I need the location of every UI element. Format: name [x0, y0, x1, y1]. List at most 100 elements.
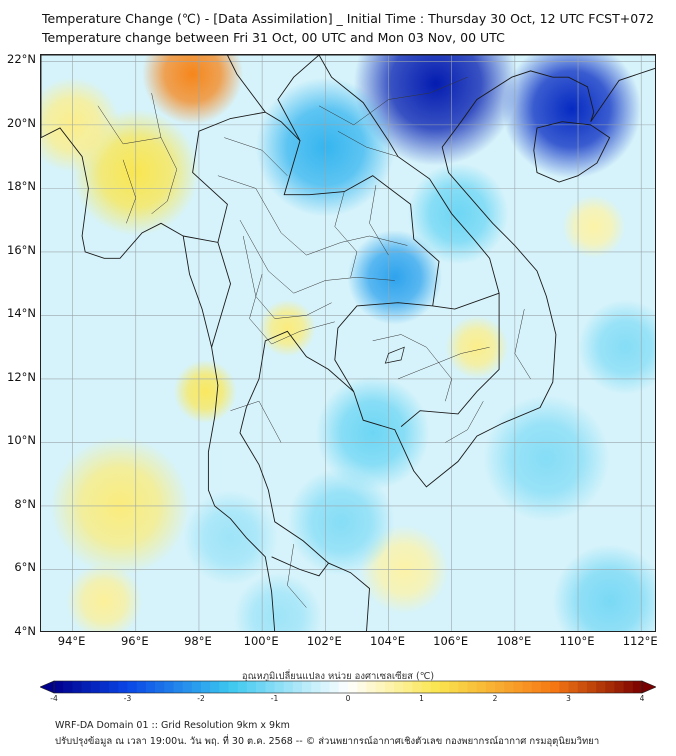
colorbar-segment [384, 681, 395, 693]
colorbar-segment [348, 681, 358, 693]
colorbar-segment [366, 681, 376, 693]
field-blob [287, 468, 395, 576]
province-borders [97, 76, 531, 608]
longitude-tick-label: 96°E [120, 634, 149, 648]
footer-credit: ปรับปรุงข้อมูล ณ เวลา 19:00น. วัน พฤ. ที… [55, 736, 600, 747]
colorbar-segment [219, 681, 229, 693]
province-border [397, 346, 490, 380]
country-border [211, 242, 231, 348]
colorbar-segment [311, 681, 321, 693]
colorbar-tick-label: -2 [197, 694, 205, 703]
colorbar-segment [357, 681, 367, 693]
colorbar-tick-label: -3 [123, 694, 132, 703]
colorbar-segment [393, 681, 404, 693]
province-border [372, 334, 452, 402]
colorbar-segment [72, 681, 82, 693]
field-blob [258, 299, 316, 357]
province-border [287, 544, 307, 608]
colorbar-max-arrow [641, 680, 656, 694]
field-blob [562, 194, 626, 259]
colorbar-segment [458, 681, 468, 693]
colorbar-segment [577, 681, 588, 693]
colorbar-tick-label: 0 [345, 694, 351, 703]
colorbar-tick-label: 1 [419, 694, 424, 703]
field-blob [407, 163, 509, 265]
colorbar-segment [173, 681, 184, 693]
colorbar-segment [182, 681, 193, 693]
colorbar-segment [467, 681, 478, 693]
field-blob [315, 376, 430, 490]
map-panel [40, 54, 656, 632]
colorbar-segment [246, 681, 257, 693]
field-blob [347, 229, 443, 325]
province-border [224, 137, 288, 176]
colorbar-segment [329, 681, 340, 693]
colorbar-segment [201, 681, 211, 693]
colorbar-segment [127, 681, 138, 693]
field-blob [66, 563, 143, 631]
colorbar-segment [513, 681, 523, 693]
map-subtitle: Temperature change between Fri 31 Oct, 0… [42, 30, 505, 45]
colorbar-tick-label: -1 [270, 694, 279, 703]
country-border [334, 302, 433, 392]
coastline [41, 55, 655, 631]
colorbar-segment [421, 681, 432, 693]
longitude-tick-label: 102°E [306, 634, 342, 648]
field-blob [502, 55, 642, 179]
longitude-tick-label: 112°E [622, 634, 658, 648]
graticule [41, 55, 655, 631]
latitude-tick-label: 12°N [7, 369, 36, 384]
field-blob [578, 299, 655, 395]
colorbar-segment [559, 681, 569, 693]
field-blob [142, 55, 244, 125]
colorbar-segment [256, 681, 266, 693]
province-border [230, 400, 282, 443]
colorbar-tick-label: 4 [639, 694, 645, 703]
colorbar-segment [274, 681, 285, 693]
country-border [318, 55, 500, 427]
colorbar-segment [320, 681, 331, 693]
footer-model-info: WRF-DA Domain 01 :: Grid Resolution 9km … [55, 720, 290, 731]
country-border [432, 292, 500, 310]
province-border [514, 309, 531, 380]
colorbar-segment [495, 681, 505, 693]
map-title: Temperature Change (℃) - [Data Assimilat… [42, 11, 655, 26]
colorbar-segment [228, 681, 239, 693]
latitude-tick-label: 16°N [7, 242, 36, 257]
latitude-tick-label: 20°N [7, 115, 36, 130]
longitude-tick-label: 104°E [370, 634, 405, 648]
colorbar-segment [155, 681, 165, 693]
colorbar-segment [164, 681, 174, 693]
colorbar-tick-label: 2 [492, 694, 498, 703]
colorbar-segment [632, 681, 643, 693]
colorbar-segment [136, 681, 147, 693]
longitude-tick-label: 110°E [559, 634, 595, 648]
colorbar-segment [596, 681, 606, 693]
colorbar-segment [81, 681, 92, 693]
colorbar-segment [63, 681, 73, 693]
province-border [445, 401, 484, 443]
country-border [226, 55, 266, 113]
field-blob [183, 490, 278, 586]
province-border [151, 93, 178, 214]
colorbar-segment [292, 681, 303, 693]
province-border [318, 76, 468, 126]
coastline [533, 121, 611, 183]
latitude-tick-label: 4°N [14, 624, 36, 638]
temperature-field [41, 55, 655, 631]
colorbar-segment [623, 681, 634, 693]
longitude-tick-label: 100°E [243, 634, 279, 648]
colorbar-segment [504, 681, 514, 693]
latitude-tick-label: 22°N [7, 52, 36, 67]
province-border [334, 191, 358, 278]
colorbar-segment [540, 681, 551, 693]
province-border [337, 130, 399, 157]
colorbar-tick-label: -4 [50, 694, 58, 703]
longitude-tick-label: 106°E [433, 634, 469, 648]
colorbar-segment [210, 681, 220, 693]
province-border [122, 159, 137, 224]
colorbar-segment [237, 681, 248, 693]
colorbar [40, 680, 656, 694]
colorbar-segment [145, 681, 156, 693]
colorbar-min-arrow [40, 680, 55, 694]
